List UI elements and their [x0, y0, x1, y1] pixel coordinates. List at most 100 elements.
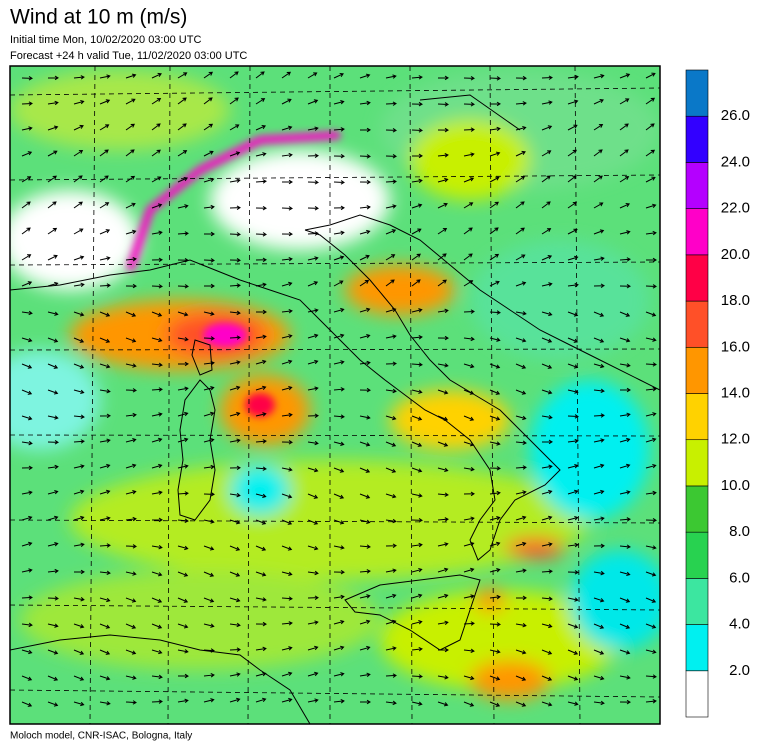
wind-arrow — [307, 126, 319, 131]
colorbar-label: 20.0 — [721, 246, 750, 263]
wind-arrow — [515, 175, 526, 183]
wind-arrow — [99, 99, 111, 105]
wind-arrow — [307, 645, 319, 651]
wind-arrow — [489, 176, 500, 183]
wind-arrow — [385, 334, 397, 339]
wind-arrow — [307, 153, 319, 158]
colorbar-label: 6.0 — [729, 569, 750, 586]
wind-arrow — [125, 597, 137, 603]
wind-arrow — [229, 205, 241, 210]
wind-arrow — [99, 675, 111, 681]
wind-arrow — [73, 675, 85, 681]
wind-arrow — [515, 622, 527, 628]
wind-arrow — [47, 623, 59, 628]
wind-arrow — [489, 701, 501, 707]
wind-arrow — [47, 100, 59, 106]
wind-arrow — [255, 545, 267, 551]
wind-arrow — [307, 671, 319, 677]
footer: Moloch model, CNR-ISAC, Bologna, Italy — [10, 731, 192, 742]
wind-arrow — [385, 593, 397, 599]
wind-arrow — [177, 72, 188, 79]
wind-arrow — [515, 541, 527, 547]
wind-arrow — [47, 568, 59, 574]
wind-arrow — [281, 519, 293, 525]
wind-arrow — [151, 544, 163, 550]
wind-arrow — [125, 438, 137, 443]
wind-arrow — [256, 309, 267, 315]
wind-arrow — [411, 335, 423, 340]
wind-arrow — [619, 73, 631, 79]
colorbar-label: 14.0 — [721, 384, 750, 401]
wind-arrow — [21, 515, 33, 521]
wind-arrow — [411, 542, 423, 548]
wind-arrow — [385, 568, 397, 573]
wind-arrow — [21, 227, 31, 235]
wind-arrow — [359, 254, 370, 261]
wind-arrow — [99, 363, 111, 369]
wind-arrow — [567, 542, 579, 548]
wind-arrow — [541, 311, 553, 317]
wind-arrow — [47, 150, 58, 157]
wind-arrow — [255, 646, 267, 652]
wind-arrow — [177, 623, 189, 629]
wind-arrow — [489, 490, 501, 496]
wind-arrow — [593, 675, 605, 681]
wind-arrow — [203, 411, 215, 417]
wind-arrow — [593, 74, 605, 79]
wind-arrow — [99, 256, 111, 261]
wind-arrow — [255, 98, 266, 105]
wind-arrow — [593, 438, 605, 443]
wind-arrow — [541, 389, 553, 395]
wind-arrow — [125, 98, 136, 105]
wind-arrow — [229, 283, 241, 288]
wind-arrow — [463, 415, 475, 421]
wind-arrow — [359, 467, 371, 473]
wind-arrow — [437, 701, 449, 707]
wind-arrow — [593, 229, 605, 235]
wind-arrow — [255, 71, 265, 79]
wind-arrow — [619, 311, 631, 317]
wind-arrow — [359, 279, 370, 287]
wind-arrow — [619, 363, 631, 368]
wind-arrow — [125, 490, 137, 495]
wind-arrow — [515, 415, 527, 421]
wind-arrow — [489, 675, 501, 681]
wind-arrow — [73, 99, 85, 105]
wind-arrow — [359, 645, 371, 651]
wind-arrow — [437, 593, 449, 599]
wind-arrow — [203, 123, 214, 131]
wind-arrow — [229, 647, 241, 652]
wind-arrow — [619, 517, 631, 522]
wind-arrow — [203, 673, 215, 678]
wind-arrow — [229, 124, 240, 131]
wind-arrow — [619, 257, 631, 262]
wind-arrow — [177, 464, 189, 469]
wind-arrow — [177, 311, 189, 317]
wind-arrow — [21, 541, 33, 547]
wind-arrow — [359, 493, 371, 499]
wind-arrow — [541, 675, 553, 681]
wind-arrow — [151, 597, 163, 603]
wind-arrow — [463, 541, 475, 547]
wind-arrow — [99, 283, 111, 288]
wind-arrow — [411, 253, 421, 261]
wind-arrow — [21, 310, 33, 316]
wind-arrow — [567, 701, 579, 706]
colorbar-swatch — [685, 115, 709, 163]
map-field — [10, 66, 660, 724]
colorbar-swatch — [685, 300, 709, 348]
wind-arrow — [47, 311, 59, 316]
wind-arrow — [307, 180, 319, 185]
wind-arrow — [567, 175, 577, 183]
wind-arrow — [359, 672, 371, 678]
wind-arrow — [47, 649, 59, 655]
wind-arrow — [255, 412, 267, 417]
wind-arrow — [463, 336, 475, 342]
wind-arrow — [255, 519, 267, 525]
wind-arrow — [255, 671, 267, 677]
wind-arrow — [47, 464, 59, 470]
wind-arrow — [359, 519, 371, 524]
wind-arrow — [489, 253, 500, 261]
wind-arrow — [125, 412, 137, 418]
wind-arrow — [307, 413, 319, 418]
